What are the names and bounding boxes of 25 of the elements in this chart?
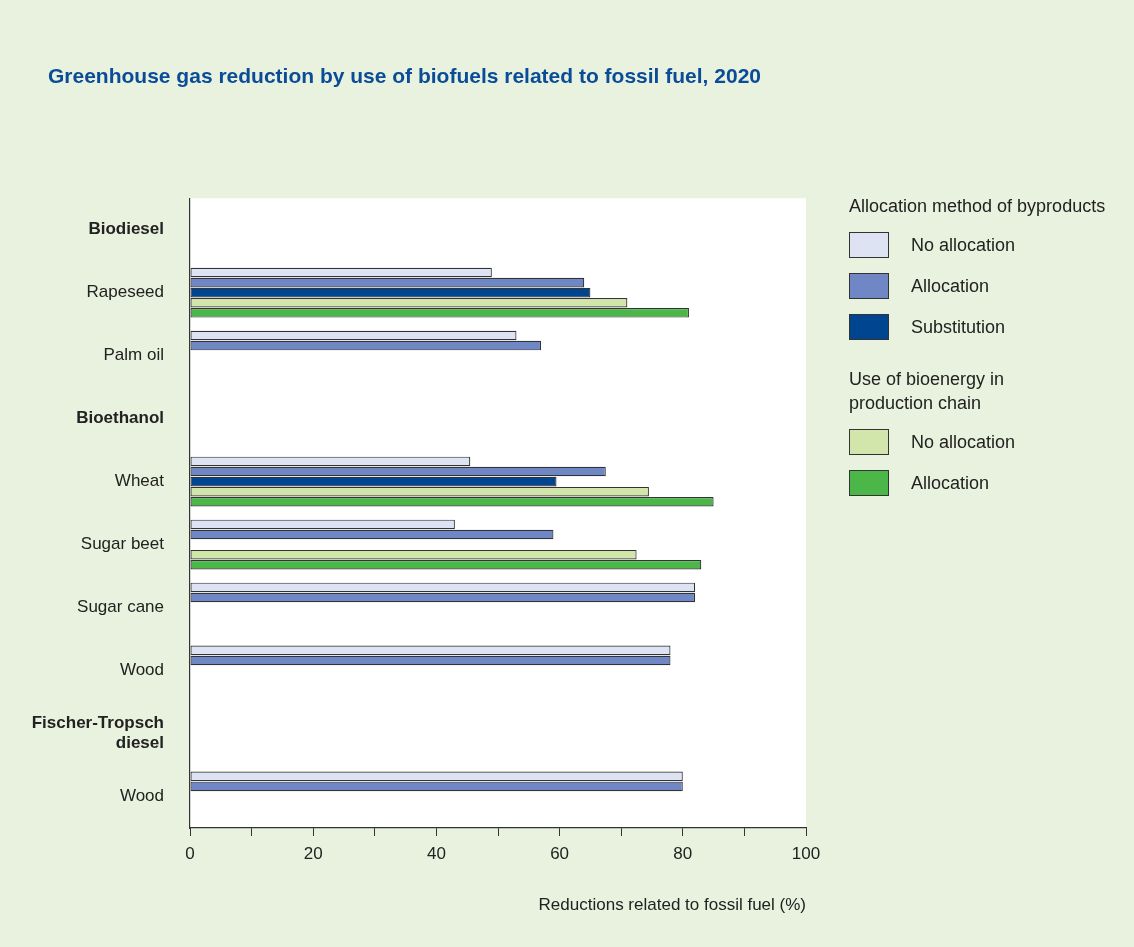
y-tick-label: Sugar beet xyxy=(80,534,165,554)
y-tick-label: Wood xyxy=(119,786,164,806)
x-tick-label: 0 xyxy=(185,843,195,863)
y-tick-label: Rapeseed xyxy=(86,282,164,302)
y-tick-label: Wheat xyxy=(114,471,165,491)
x-tick-label: 80 xyxy=(673,843,693,863)
y-tick-label: Palm oil xyxy=(103,345,164,365)
y-tick-label: Sugar cane xyxy=(77,597,164,617)
y-tick-label: Bioethanol xyxy=(76,408,164,428)
x-tick-label: 60 xyxy=(550,843,570,863)
chart-title: Greenhouse gas reduction by use of biofuels related to fossil fuel, 2020 xyxy=(48,64,762,88)
legend-label: Allocation xyxy=(911,275,990,297)
y-tick-label: Biodiesel xyxy=(88,219,164,239)
legend-label: No allocation xyxy=(911,431,1016,453)
x-tick-label: 40 xyxy=(426,843,446,863)
x-axis-title: Reductions related to fossil fuel (%) xyxy=(538,895,806,915)
y-tick-label: Wood xyxy=(119,660,164,680)
legend-label: Allocation xyxy=(911,472,990,494)
y-tick-label: Fischer-Tropsch diesel xyxy=(31,713,164,753)
legend-label: No allocation xyxy=(911,234,1016,256)
x-tick-label: 100 xyxy=(791,843,821,863)
text: Allocation method of byproducts xyxy=(849,196,1106,216)
x-tick-label: 20 xyxy=(303,843,323,863)
text: Use of bioenergy in production chain xyxy=(849,369,1005,413)
legend-label: Substitution xyxy=(911,316,1006,338)
